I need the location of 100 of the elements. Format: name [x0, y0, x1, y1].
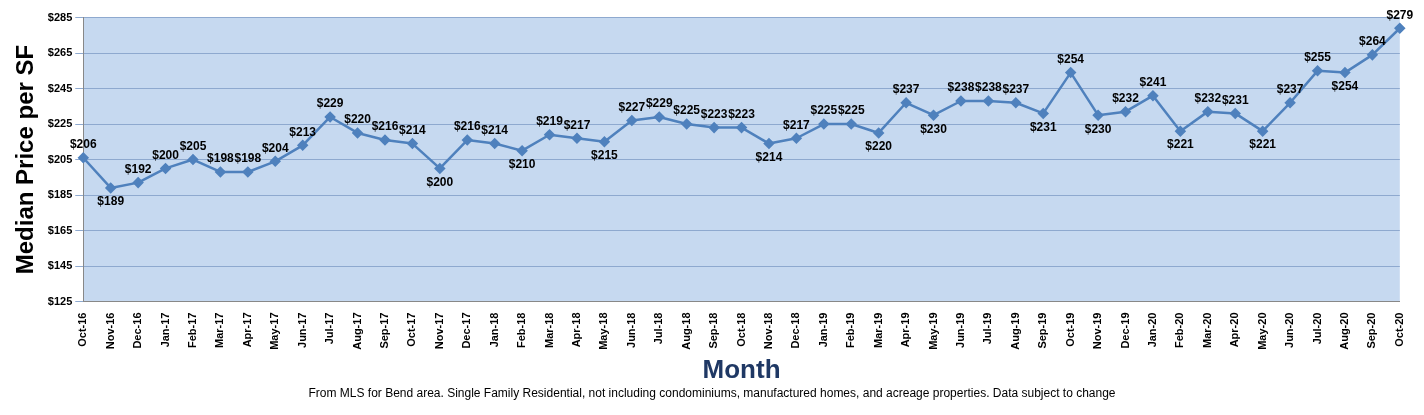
point — [544, 129, 555, 140]
x-tick-label: May-20 — [1255, 312, 1268, 350]
point — [160, 163, 171, 174]
y-tick-label: $225 — [47, 117, 73, 130]
point — [324, 111, 336, 123]
point — [626, 115, 638, 126]
data-label: $255 — [1304, 50, 1332, 65]
data-label: $220 — [344, 112, 372, 127]
point — [708, 122, 720, 133]
x-axis-title: Month — [702, 353, 781, 384]
x-tick-label: Mar-19 — [871, 312, 884, 348]
data-label: $279 — [1386, 7, 1414, 22]
data-label: $254 — [1057, 51, 1085, 66]
x-tick-label: Jun-19 — [953, 312, 966, 348]
data-label: $230 — [1084, 121, 1112, 136]
y-tick-label: $125 — [47, 294, 73, 307]
x-tick-label: Oct-20 — [1392, 312, 1405, 347]
point — [1010, 97, 1022, 109]
point — [763, 138, 775, 149]
data-label: $237 — [1002, 82, 1030, 97]
point — [379, 134, 391, 146]
data-label: $189 — [97, 194, 125, 209]
point — [1367, 49, 1378, 61]
x-tick-label: Jul-18 — [652, 312, 665, 345]
x-tick-label: Feb-19 — [844, 312, 857, 348]
point — [187, 154, 199, 165]
x-tick-label: Mar-17 — [213, 312, 226, 348]
x-tick-label: Mar-18 — [542, 312, 555, 348]
point — [599, 136, 610, 148]
data-label: $214 — [481, 122, 509, 137]
x-tick-label: Dec-16 — [131, 312, 144, 349]
x-tick-label: Aug-19 — [1008, 312, 1021, 350]
point — [1394, 23, 1406, 34]
data-label: $198 — [234, 151, 262, 166]
point — [1229, 108, 1241, 119]
data-label: $229 — [316, 96, 344, 111]
point — [1092, 109, 1104, 121]
data-label: $225 — [837, 103, 865, 118]
x-tick-label: Sep-19 — [1036, 312, 1049, 349]
data-label: $237 — [1276, 82, 1304, 97]
data-label: $238 — [947, 80, 975, 95]
point — [791, 133, 802, 144]
data-label: $214 — [399, 122, 427, 137]
x-tick-label: Sep-20 — [1365, 312, 1378, 349]
x-tick-label: Apr-17 — [240, 312, 253, 348]
x-tick-label: Oct-16 — [76, 312, 89, 347]
text: From MLS for Bend area. Single Family Residential, not including condominiums, manufactured homes, and acreage properties. Data subject to change — [307, 386, 1117, 400]
x-tick-label: Feb-17 — [186, 312, 199, 348]
y-tick-label: $145 — [47, 259, 73, 272]
point — [407, 138, 418, 149]
point — [1257, 125, 1268, 137]
data-label: $219 — [536, 114, 564, 129]
data-label: $230 — [920, 121, 948, 136]
x-tick-label: Nov-19 — [1091, 312, 1104, 350]
point — [270, 156, 281, 167]
x-tick-label: Jun-17 — [295, 312, 308, 348]
data-label: $220 — [865, 139, 893, 154]
data-label: $229 — [645, 96, 673, 111]
data-label: $231 — [1221, 92, 1249, 107]
data-label: $237 — [892, 82, 920, 97]
data-label: $214 — [755, 149, 783, 164]
data-label: $206 — [69, 137, 97, 152]
point — [681, 118, 692, 130]
x-tick-label: Oct-18 — [734, 312, 747, 347]
point — [983, 95, 994, 107]
point — [1312, 65, 1323, 77]
x-tick-label: May-19 — [926, 312, 939, 350]
point — [955, 95, 967, 107]
point — [1175, 125, 1186, 137]
x-tick-label: Jun-18 — [624, 312, 637, 348]
y-tick-label: $265 — [47, 46, 73, 59]
data-label: $227 — [618, 99, 646, 114]
point — [1065, 67, 1076, 78]
y-tick-label: $285 — [47, 10, 73, 23]
point — [516, 145, 528, 156]
data-label: $198 — [207, 151, 235, 166]
x-tick-label: Sep-18 — [707, 312, 720, 349]
point — [1147, 90, 1159, 101]
y-tick-label: $245 — [47, 81, 73, 94]
x-tick-label: Mar-20 — [1200, 312, 1213, 348]
data-label: $200 — [426, 174, 454, 189]
data-label: $217 — [783, 117, 811, 132]
data-label: $204 — [261, 140, 289, 155]
y-tick-label: $205 — [47, 152, 73, 165]
data-label: $221 — [1167, 137, 1195, 152]
point — [78, 152, 89, 164]
point — [462, 134, 473, 146]
x-tick-label: Jul-20 — [1310, 312, 1323, 345]
point — [215, 166, 226, 178]
x-tick-label: May-18 — [597, 312, 610, 350]
x-tick-label: Jan-20 — [1145, 312, 1158, 348]
x-tick-label: Sep-17 — [378, 312, 391, 349]
x-tick-label: Dec-19 — [1118, 312, 1131, 349]
point — [900, 97, 912, 109]
point — [571, 133, 583, 144]
x-tick-label: Jul-17 — [323, 312, 336, 345]
data-label: $241 — [1139, 74, 1167, 89]
x-tick-label: Nov-18 — [761, 312, 774, 350]
x-tick-label: Dec-17 — [460, 312, 473, 349]
data-label: $210 — [508, 156, 536, 171]
